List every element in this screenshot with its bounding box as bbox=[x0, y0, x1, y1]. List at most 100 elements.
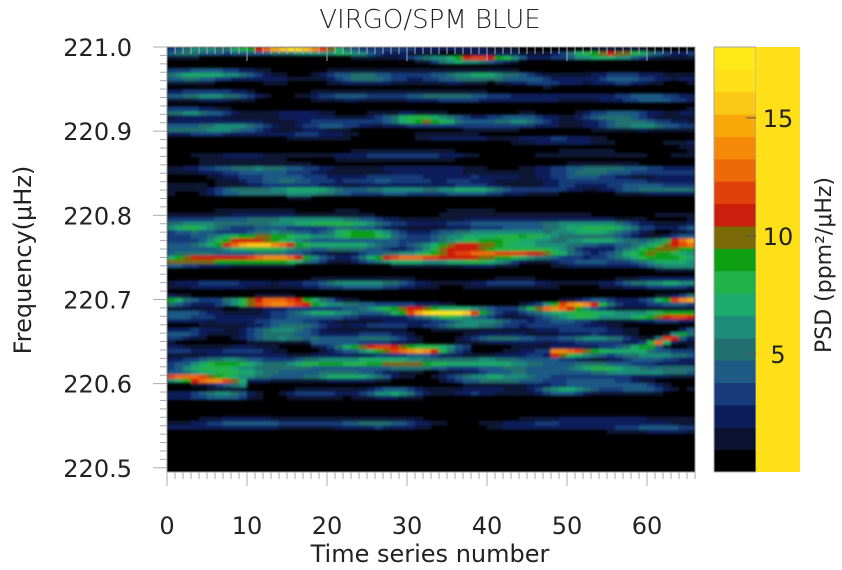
heatmap-cell bbox=[198, 382, 208, 388]
heatmap-cell bbox=[470, 284, 480, 290]
heatmap-cell bbox=[534, 114, 544, 120]
heatmap-cell bbox=[182, 182, 192, 188]
heatmap-cell bbox=[422, 361, 432, 367]
heatmap-cell bbox=[662, 110, 672, 116]
heatmap-cell bbox=[558, 310, 568, 316]
heatmap-cell bbox=[598, 344, 608, 350]
heatmap-cell bbox=[382, 233, 392, 239]
heatmap-cell bbox=[430, 310, 440, 316]
heatmap-cell bbox=[167, 280, 176, 286]
heatmap-cell bbox=[406, 182, 416, 188]
heatmap-cell bbox=[502, 47, 512, 52]
heatmap-cell bbox=[174, 424, 184, 430]
heatmap-cell bbox=[686, 140, 695, 146]
heatmap-cell bbox=[334, 297, 344, 303]
heatmap-cell bbox=[167, 254, 176, 260]
heatmap-cell bbox=[494, 229, 504, 235]
heatmap-cell bbox=[326, 93, 336, 99]
heatmap-cell bbox=[654, 373, 664, 379]
heatmap-cell bbox=[614, 191, 624, 197]
heatmap-cell bbox=[518, 110, 528, 116]
heatmap-cell bbox=[286, 365, 296, 371]
heatmap-cell bbox=[558, 318, 568, 324]
heatmap-cell bbox=[654, 50, 664, 56]
heatmap-cell bbox=[278, 191, 288, 197]
heatmap-cell bbox=[414, 191, 424, 197]
heatmap-cell bbox=[574, 318, 584, 324]
heatmap-cell bbox=[206, 373, 216, 379]
heatmap-cell bbox=[662, 169, 672, 175]
heatmap-cell bbox=[566, 344, 576, 350]
heatmap-cell bbox=[622, 123, 632, 129]
heatmap-cell bbox=[582, 123, 592, 129]
heatmap-cell bbox=[342, 47, 352, 52]
heatmap-cell bbox=[486, 216, 496, 222]
heatmap-cell bbox=[302, 361, 312, 367]
heatmap-cell bbox=[198, 161, 208, 167]
heatmap-cell bbox=[622, 390, 632, 396]
colorbar-bin bbox=[714, 382, 756, 406]
heatmap-cell bbox=[334, 322, 344, 328]
heatmap-cell bbox=[334, 169, 344, 175]
heatmap-cell bbox=[534, 386, 544, 392]
heatmap-cell bbox=[214, 89, 224, 95]
heatmap-cell bbox=[198, 416, 208, 422]
heatmap-cell bbox=[518, 365, 528, 371]
heatmap-cell bbox=[510, 216, 520, 222]
heatmap-cell bbox=[318, 237, 328, 243]
heatmap-cell bbox=[446, 310, 456, 316]
heatmap-cell bbox=[326, 284, 336, 290]
heatmap-cell bbox=[262, 263, 272, 269]
heatmap-cell bbox=[286, 361, 296, 367]
heatmap-cell bbox=[318, 220, 328, 226]
heatmap-cell bbox=[366, 395, 376, 401]
heatmap-cell bbox=[374, 331, 384, 337]
heatmap-cell bbox=[342, 284, 352, 290]
heatmap-cell bbox=[278, 369, 288, 375]
heatmap-cell bbox=[438, 123, 448, 129]
heatmap-cell bbox=[518, 50, 528, 56]
heatmap-cell bbox=[462, 254, 472, 260]
heatmap-cell bbox=[270, 114, 280, 120]
heatmap-cell bbox=[646, 123, 656, 129]
heatmap-cell bbox=[646, 225, 656, 231]
heatmap-cell bbox=[630, 416, 640, 422]
heatmap-cell bbox=[294, 123, 304, 129]
heatmap-cell bbox=[558, 93, 568, 99]
heatmap-cell bbox=[494, 339, 504, 345]
heatmap-cell bbox=[254, 123, 264, 129]
heatmap-cell bbox=[574, 242, 584, 248]
heatmap-cell bbox=[366, 216, 376, 222]
heatmap-cell bbox=[366, 182, 376, 188]
heatmap-cell bbox=[214, 395, 224, 401]
heatmap-cell bbox=[246, 352, 256, 358]
heatmap-cell bbox=[294, 152, 304, 158]
heatmap-cell bbox=[246, 322, 256, 328]
heatmap-cell bbox=[398, 225, 408, 231]
heatmap-cell bbox=[254, 233, 264, 239]
heatmap-cell bbox=[246, 131, 256, 137]
heatmap-cell bbox=[230, 97, 240, 103]
heatmap-cell bbox=[558, 174, 568, 180]
heatmap-cell bbox=[167, 318, 176, 324]
heatmap-cell bbox=[454, 263, 464, 269]
heatmap-cell bbox=[167, 250, 176, 256]
heatmap-cell bbox=[167, 216, 176, 222]
heatmap-cell bbox=[614, 216, 624, 222]
heatmap-cell bbox=[326, 47, 336, 52]
heatmap-cell bbox=[398, 254, 408, 260]
heatmap-cell bbox=[358, 225, 368, 231]
heatmap-cell bbox=[310, 416, 320, 422]
heatmap-cell bbox=[454, 123, 464, 129]
heatmap-cell bbox=[462, 237, 472, 243]
heatmap-cell bbox=[654, 297, 664, 303]
heatmap-cell bbox=[390, 348, 400, 354]
heatmap-cell bbox=[167, 339, 176, 345]
heatmap-cell bbox=[318, 339, 328, 345]
heatmap-cell bbox=[582, 420, 592, 426]
heatmap-cell bbox=[398, 67, 408, 73]
heatmap-cell bbox=[670, 386, 680, 392]
heatmap-cell bbox=[414, 229, 424, 235]
heatmap-cell bbox=[606, 429, 616, 435]
heatmap-cell bbox=[686, 50, 695, 56]
